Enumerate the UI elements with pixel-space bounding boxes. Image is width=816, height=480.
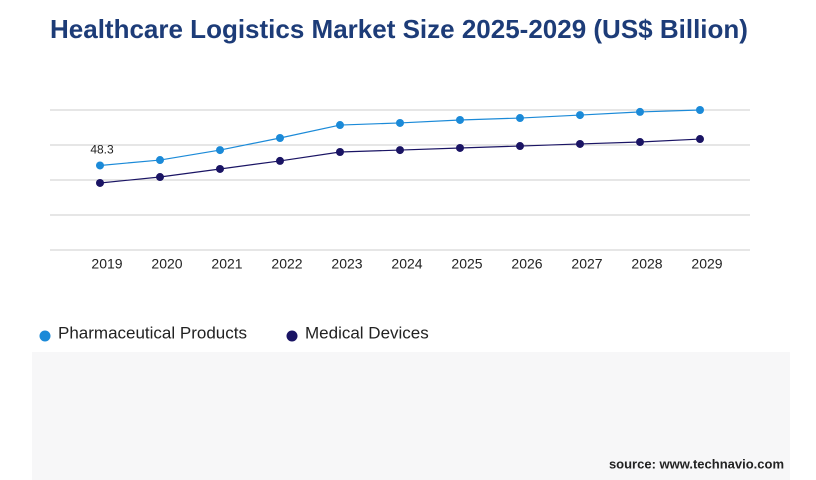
x-tick-label: 2029 [691, 256, 722, 272]
point [396, 146, 404, 155]
point [336, 148, 344, 156]
legend-label: Medical Devices [305, 323, 429, 342]
point [156, 156, 164, 165]
point [216, 164, 224, 173]
x-tick-label: 2027 [571, 256, 602, 272]
legend-marker [39, 330, 51, 342]
x-tick-label: 2024 [391, 256, 422, 272]
point [276, 156, 284, 165]
point [696, 106, 704, 114]
point [636, 138, 644, 147]
x-tick-label: 2025 [451, 256, 482, 272]
point [456, 115, 464, 124]
point [96, 178, 104, 187]
x-tick-label: 2022 [271, 256, 302, 272]
chart-title: Healthcare Logistics Market Size 2025-20… [50, 14, 748, 44]
point [516, 114, 524, 123]
point [696, 135, 704, 144]
series-line [99, 109, 701, 167]
panel [32, 352, 790, 480]
data-label: 48.3 [90, 143, 114, 157]
x-tick-label: 2028 [631, 256, 662, 272]
point [576, 139, 584, 148]
x-tick-label: 2026 [511, 256, 542, 272]
x-tick-label: 2019 [91, 256, 122, 272]
point [156, 173, 164, 182]
x-tick-label: 2020 [151, 256, 182, 272]
point [456, 143, 464, 152]
legend-marker [286, 330, 298, 342]
point [276, 134, 284, 142]
point [516, 142, 524, 151]
point [216, 146, 224, 155]
legend-label: Pharmaceutical Products [58, 323, 247, 342]
point [396, 118, 404, 127]
point [576, 111, 584, 120]
point [96, 161, 104, 170]
source: source: www.technavio.com [609, 456, 784, 471]
point [636, 107, 644, 116]
point [336, 121, 344, 130]
x-tick-label: 2021 [211, 256, 242, 272]
series-line [99, 138, 701, 184]
x-tick-label: 2023 [331, 256, 362, 272]
